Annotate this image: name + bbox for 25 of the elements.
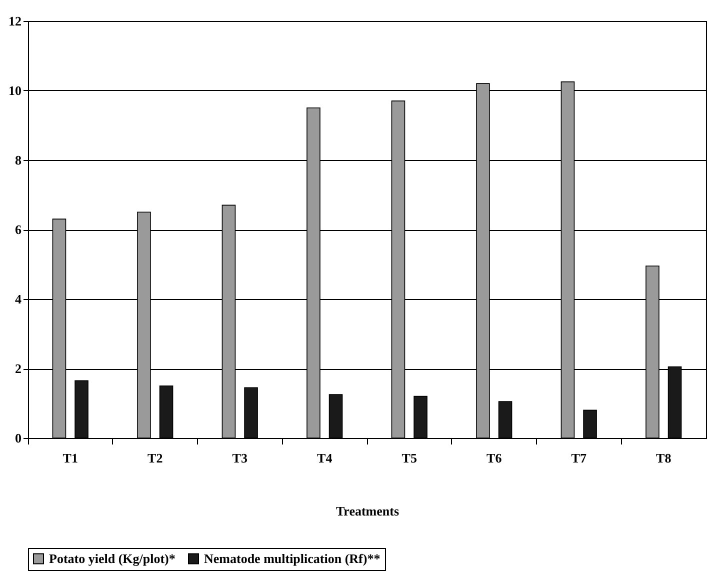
- bar: [328, 394, 343, 438]
- bar: [159, 385, 174, 438]
- bar: [498, 401, 512, 438]
- bar: [414, 396, 428, 438]
- x-tick-label: T6: [486, 450, 502, 466]
- y-tick-label: 2: [15, 361, 22, 376]
- bar: [583, 410, 597, 438]
- y-tick-label: 0: [15, 430, 22, 446]
- y-tick-label: 4: [15, 292, 22, 306]
- y-tick-label: 6: [15, 222, 22, 237]
- legend-label: Potato yield (Kg/plot)*: [49, 550, 176, 566]
- y-tick-label: 10: [8, 83, 22, 98]
- x-tick-label: T5: [402, 450, 418, 466]
- y-tick-label: 8: [15, 152, 22, 168]
- x-axis-title: Treatments: [336, 504, 400, 518]
- legend-label: Nematode multiplication (Rf)**: [204, 550, 380, 566]
- x-tick-label: T8: [656, 450, 672, 466]
- x-tick-label: T2: [148, 450, 163, 466]
- x-tick-label: T3: [232, 450, 248, 466]
- bar: [244, 387, 258, 438]
- y-tick-label: 12: [8, 14, 22, 28]
- x-tick-label: T7: [571, 450, 587, 466]
- bar: [74, 380, 88, 438]
- x-tick-label: T1: [62, 450, 78, 466]
- x-tick-label: T4: [317, 450, 333, 466]
